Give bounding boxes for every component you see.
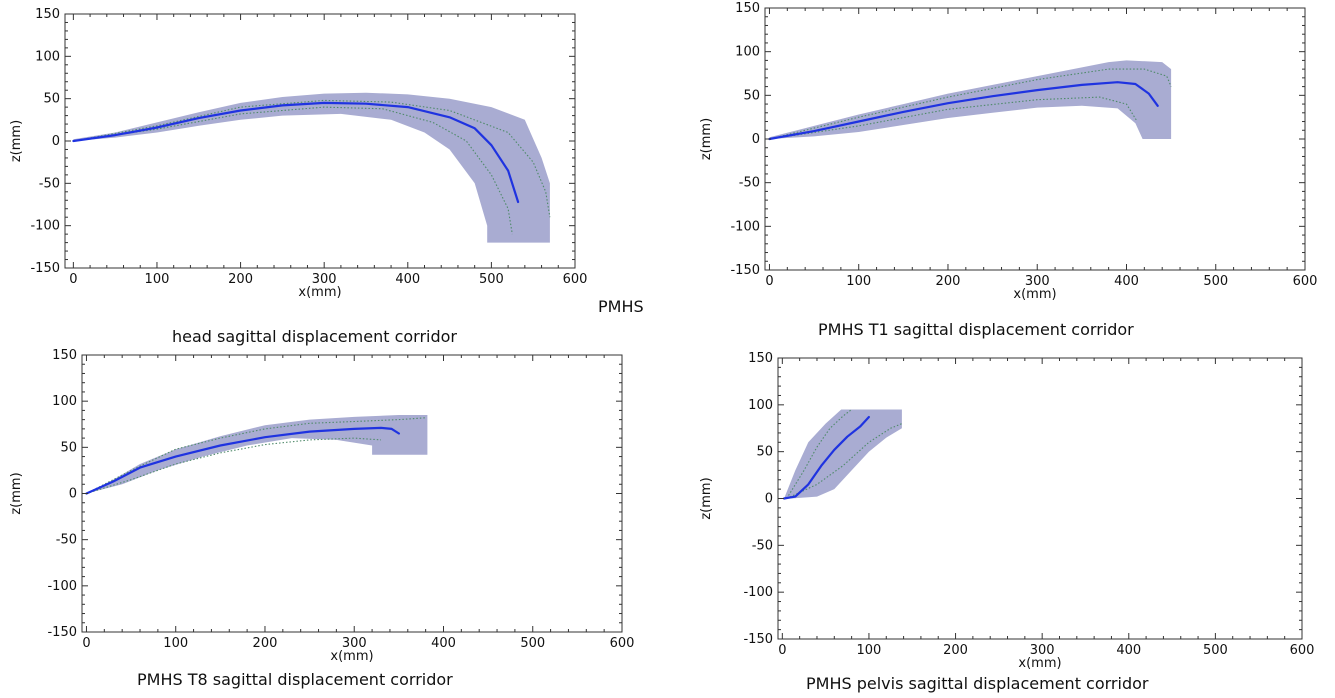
corridor-area [784,409,902,499]
dotted-trace-2 [73,106,513,235]
mean-trace [85,426,400,495]
mean-trace [72,101,520,204]
x-tick-label: 500 [1203,643,1228,658]
x-axis-label: x(mm) [1013,287,1056,302]
x-tick-label: 200 [253,636,278,651]
y-tick-label: 100 [52,394,77,409]
y-tick-label: 50 [756,445,773,460]
caption-pelvis: PMHS pelvis sagittal displacement corrid… [806,674,1149,693]
x-axis-label: x(mm) [330,649,373,664]
x-tick-label: 100 [846,274,871,289]
x-tick-label: 200 [228,272,253,287]
x-tick-label: 300 [342,636,367,651]
y-tick-label: 150 [35,7,60,22]
chart-head: 0 100 200 300 400 500 600 150 100 50 0 -50 -100 -150 x… [0,0,660,320]
y-tick-label: -50 [752,538,773,553]
chart-pelvis: 0 100 200 300 400 500 600 150 100 50 0 -50 -100 -150 x… [690,345,1335,671]
y-tick-label: 50 [743,88,760,103]
chart-svg-t8: 0 100 200 300 400 500 600150100500-50-100-150x… [9,348,635,664]
y-tick-label: -50 [739,176,760,191]
y-tick-label: -50 [39,176,60,191]
y-tick-label: -100 [730,219,760,234]
y-tick-label: 150 [52,348,77,363]
y-tick-label: 100 [35,49,60,64]
x-tick-label: 400 [395,272,420,287]
corridor-area [86,415,428,494]
dotted-trace-1 [86,417,426,494]
chart-t8: 0 100 200 300 400 500 600 150 100 50 0 -50 -100 -150 x… [0,340,660,670]
mean-trace [782,415,870,500]
chart-svg-head: 0 100 200 300 400 500 600150100500-50-100-150x… [9,7,588,300]
x-tick-label: 0 [765,274,773,289]
y-tick-label: 0 [69,487,77,502]
caption-t1: PMHS T1 sagittal displacement corridor [818,320,1134,339]
y-tick-label: 150 [735,1,760,16]
y-axis-label: z(mm) [699,477,714,519]
x-tick-label: 200 [936,274,961,289]
y-tick-label: -150 [47,625,77,640]
y-tick-label: -150 [30,261,60,276]
y-axis-label: z(mm) [9,120,24,162]
corridor-area [73,92,550,243]
mean-trace [768,81,1159,141]
caption-head: head sagittal displacement corridor [172,327,457,346]
y-tick-label: -150 [730,263,760,278]
x-tick-label: 300 [1030,643,1055,658]
x-tick-label: 600 [1290,643,1315,658]
x-tick-label: 100 [163,636,188,651]
x-axis-label: x(mm) [298,285,341,300]
x-tick-label: 400 [1116,643,1141,658]
dotted-trace-2 [86,437,382,495]
x-axis-label: x(mm) [1018,656,1061,671]
x-tick-label: 500 [479,272,504,287]
y-tick-label: 100 [748,398,773,413]
x-tick-label: 500 [520,636,545,651]
x-tick-label: 200 [943,643,968,658]
x-tick-label: 300 [312,272,337,287]
x-tick-label: 100 [145,272,170,287]
x-tick-label: 0 [82,636,90,651]
x-tick-label: 600 [610,636,635,651]
x-tick-label: 400 [1114,274,1139,289]
y-tick-label: 0 [52,134,60,149]
x-tick-label: 0 [69,272,77,287]
plot-frame [777,357,1303,640]
y-axis-label: z(mm) [699,118,714,160]
x-tick-label: 0 [778,643,786,658]
dotted-trace-1 [73,99,551,218]
plot-frame [764,7,1306,271]
y-tick-label: 0 [752,132,760,147]
dotted-trace-2 [769,96,1138,140]
chart-svg-t1: 0 100 200 300 400 500 600150100500-50-100-150x… [699,1,1318,302]
y-tick-label: 100 [735,45,760,60]
y-tick-label: -100 [47,579,77,594]
x-tick-label: 300 [1025,274,1050,289]
y-axis-label: z(mm) [9,472,24,514]
y-tick-label: 0 [765,492,773,507]
y-tick-label: 50 [43,92,60,107]
y-tick-label: 50 [60,440,77,455]
chart-t1: 0 100 200 300 400 500 600 150 100 50 0 -50 -100 -150 x… [690,0,1335,320]
dotted-trace-1 [786,409,852,499]
x-tick-label: 100 [857,643,882,658]
x-tick-label: 500 [1203,274,1228,289]
y-tick-label: 150 [748,351,773,366]
x-tick-label: 600 [1293,274,1318,289]
caption-t8: PMHS T8 sagittal displacement corridor [137,670,453,689]
y-tick-label: -150 [743,632,773,647]
y-tick-label: -50 [56,533,77,548]
pmhs-label: PMHS [598,297,644,316]
y-tick-label: -100 [30,219,60,234]
y-tick-label: -100 [743,585,773,600]
chart-svg-pelvis: 0 100 200 300 400 500 600150100500-50-100-150x… [699,351,1315,671]
plot-frame [81,354,623,633]
x-tick-label: 400 [431,636,456,651]
x-tick-label: 600 [563,272,588,287]
